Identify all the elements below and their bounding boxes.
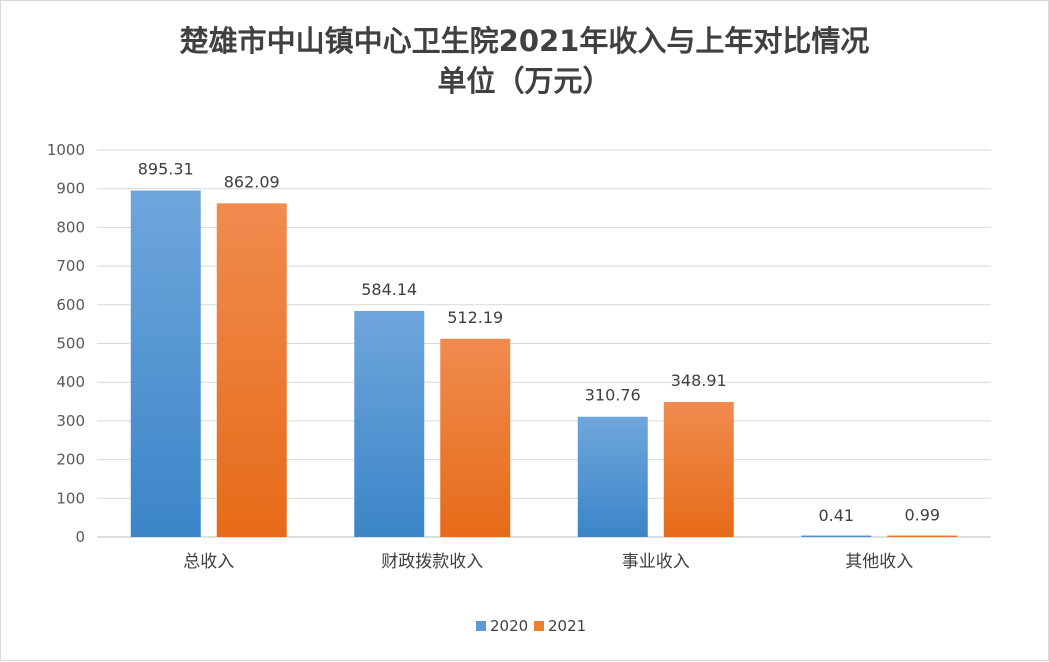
legend-label: 2020 (490, 617, 528, 635)
bar-2020 (130, 190, 201, 538)
data-label: 0.41 (818, 506, 854, 525)
y-tick-label: 500 (56, 335, 85, 353)
x-category-label: 总收入 (183, 552, 234, 572)
y-tick-label: 800 (56, 218, 85, 236)
y-tick-label: 300 (56, 412, 85, 430)
x-category-label: 其他收入 (845, 552, 913, 572)
data-label: 0.99 (904, 506, 940, 525)
y-tick-label: 700 (56, 257, 85, 275)
bar-2020 (577, 416, 648, 537)
data-label: 310.76 (585, 386, 641, 405)
legend-label: 2021 (548, 617, 586, 635)
bar-2020 (354, 310, 425, 537)
bar-2021 (216, 203, 287, 538)
y-tick-label: 600 (56, 296, 85, 314)
chart-subtitle: 单位（万元） (437, 64, 612, 98)
legend-swatch-2020 (476, 621, 486, 631)
x-category-label: 事业收入 (622, 552, 690, 572)
y-tick-label: 400 (56, 373, 85, 391)
data-label: 512.19 (447, 308, 503, 327)
y-tick-label: 100 (56, 489, 85, 507)
y-tick-label: 1000 (47, 141, 85, 159)
legend-swatch-2021 (534, 621, 544, 631)
data-label: 348.91 (671, 371, 727, 390)
data-label: 862.09 (224, 172, 280, 191)
data-label: 584.14 (361, 280, 417, 299)
x-category-label: 财政拨款收入 (381, 552, 483, 572)
bar-2021 (887, 535, 958, 537)
bar-2020 (801, 535, 872, 537)
y-tick-label: 900 (56, 180, 85, 198)
y-tick-label: 200 (56, 451, 85, 469)
y-tick-label: 0 (75, 528, 85, 546)
chart-title: 楚雄市中山镇中心卫生院2021年收入与上年对比情况 (179, 24, 870, 58)
bar-2021 (440, 338, 511, 537)
data-label: 895.31 (138, 160, 194, 179)
bar-2021 (663, 401, 734, 537)
